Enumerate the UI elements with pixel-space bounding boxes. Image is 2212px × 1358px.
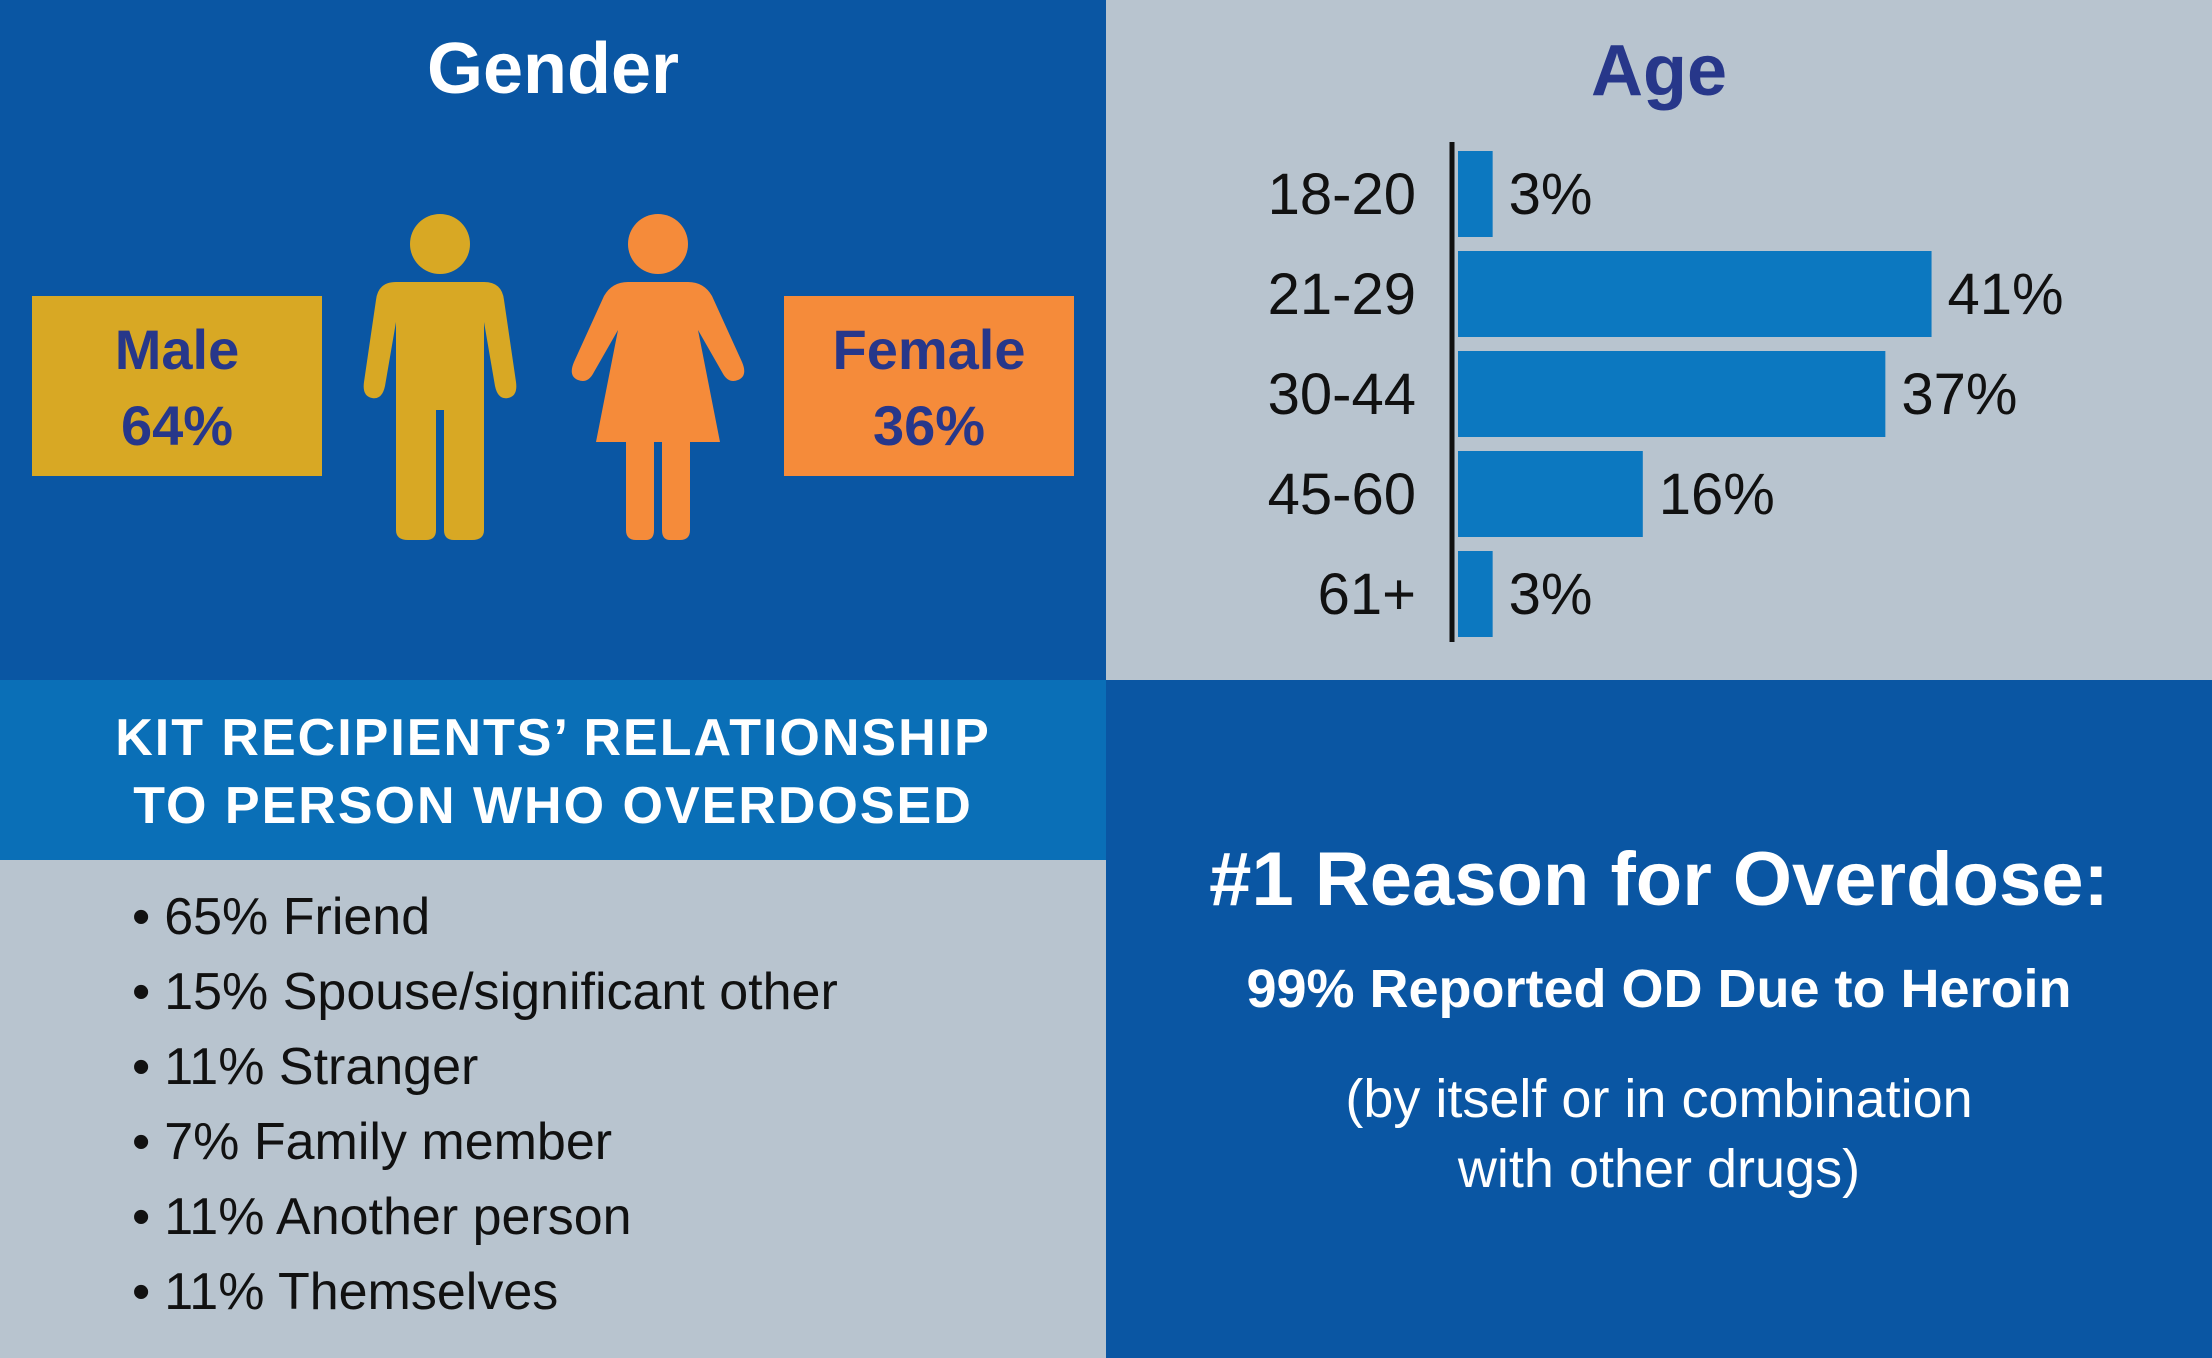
relationship-title-line1: KIT RECIPIENTS’ RELATIONSHIP (115, 709, 991, 767)
relationship-list: • 65% Friend • 15% Spouse/significant othe… (132, 880, 838, 1330)
relationship-header: KIT RECIPIENTS’ RELATIONSHIP TO PERSON W… (0, 680, 1106, 860)
age-tick-label: 45-60 (1268, 462, 1416, 527)
age-value-label: 3% (1509, 562, 1593, 627)
age-value-label: 16% (1659, 462, 1775, 527)
list-item: • 65% Friend (132, 888, 431, 946)
female-value: 36% (872, 394, 986, 457)
age-bar (1458, 451, 1643, 537)
male-label: Male (114, 318, 240, 381)
male-stat-box: Male 64% (32, 296, 322, 476)
age-tick-label: 30-44 (1268, 362, 1416, 427)
age-bar (1458, 251, 1932, 337)
reason-note-line1: (by itself or in combination (1345, 1069, 1973, 1129)
relationship-title: KIT RECIPIENTS’ RELATIONSHIP TO PERSON W… (0, 704, 1106, 840)
age-bar (1458, 351, 1886, 437)
age-title: Age (1590, 31, 1728, 111)
list-item: • 11% Another person (132, 1188, 632, 1246)
female-label: Female (832, 318, 1026, 381)
age-tick-label: 61+ (1318, 562, 1416, 627)
age-panel: Age 18-20 3% 21-29 41% 30-44 37% 45-60 16% 61+ 3% (1106, 0, 2212, 680)
relationship-title-line2: TO PERSON WHO OVERDOSED (133, 777, 973, 835)
reason-panel: #1 Reason for Overdose: 99% Reported OD … (1106, 680, 2212, 1358)
male-person-icon (363, 214, 517, 540)
reason-note-line2: with other drugs) (1457, 1139, 1861, 1199)
age-value-label: 37% (1901, 362, 2017, 427)
age-bar (1458, 151, 1493, 237)
age-tick-label: 18-20 (1268, 162, 1416, 227)
age-bar (1458, 551, 1493, 637)
age-value-label: 3% (1509, 162, 1593, 227)
list-item: • 7% Family member (132, 1113, 613, 1171)
reason-note: (by itself or in combination with other … (1106, 1064, 2212, 1204)
age-value-label: 41% (1948, 262, 2064, 327)
list-item: • 15% Spouse/significant other (132, 963, 838, 1021)
reason-title: #1 Reason for Overdose: (1209, 837, 2109, 922)
reason-subtitle: 99% Reported OD Due to Heroin (1246, 959, 2072, 1019)
gender-title: Gender (426, 29, 680, 109)
relationship-list-panel: • 65% Friend • 15% Spouse/significant othe… (0, 860, 1106, 1358)
gender-panel: Gender Male 64% Female 36% (0, 0, 1106, 680)
male-value: 64% (120, 394, 234, 457)
list-item: • 11% Themselves (132, 1263, 559, 1321)
female-stat-box: Female 36% (784, 296, 1074, 476)
female-person-icon (571, 214, 745, 540)
age-tick-label: 21-29 (1268, 262, 1416, 327)
age-bar-chart: 18-20 3% 21-29 41% 30-44 37% 45-60 16% 61+ 3% (1268, 142, 2064, 642)
list-item: • 11% Stranger (132, 1038, 479, 1096)
